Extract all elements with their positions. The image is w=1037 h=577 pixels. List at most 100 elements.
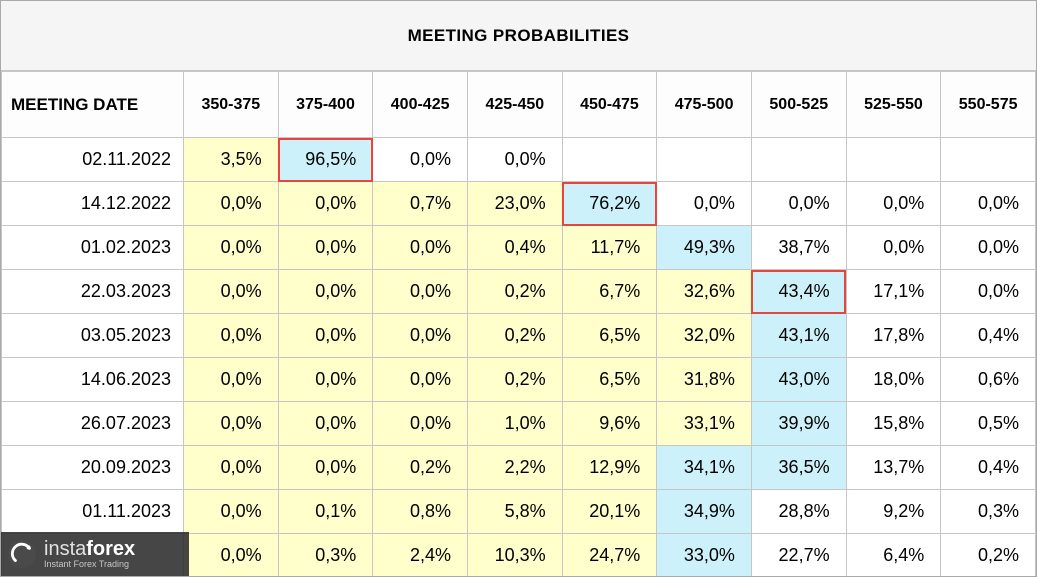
probability-cell: 43,0% (750, 357, 847, 402)
table-row: 02.11.2022 3,5% 96,5% 0,0% 0,0% (1, 137, 1036, 182)
probability-cell: 22,7% (750, 533, 847, 576)
probability-cell: 1,0% (466, 401, 563, 446)
probability-cell: 0,0% (183, 313, 279, 358)
probability-cell: 0,2% (466, 357, 563, 402)
probability-cell: 0,0% (372, 401, 468, 446)
probability-cell: 0,4% (940, 313, 1036, 358)
probability-cell: 32,6% (656, 269, 752, 314)
probability-cell: 0,0% (940, 269, 1036, 314)
probability-cell: 0,0% (372, 269, 468, 314)
probability-cell: 38,7% (750, 225, 847, 270)
probability-cell: 20,1% (561, 489, 658, 534)
probability-cell: 2,4% (372, 533, 468, 576)
probability-cell: 6,7% (561, 269, 658, 314)
probability-cell: 15,8% (845, 401, 942, 446)
probability-cell: 0,4% (466, 225, 563, 270)
probability-cell: 0,0% (183, 533, 279, 576)
table-row: 14.12.2022 0,0% 0,0% 0,7% 23,0% 76,2% 0,0% 0,0%… (1, 181, 1036, 226)
rate-range-header: 475-500 (656, 71, 752, 138)
table-row: 01.11.2023 0,0% 0,1% 0,8% 5,8% 20,1% 34,9% 28,8… (1, 489, 1036, 534)
probability-cell: 0,3% (277, 533, 374, 576)
probability-cell: 0,0% (845, 225, 942, 270)
probability-cell: 31,8% (656, 357, 752, 402)
rate-range-header: 450-475 (561, 71, 658, 138)
probability-cell: 23,0% (466, 181, 563, 226)
table-row: 20.09.2023 0,0% 0,0% 0,2% 2,2% 12,9% 34,1% 36,5… (1, 445, 1036, 490)
table-row: 22.03.2023 0,0% 0,0% 0,0% 0,2% 6,7% 32,6% 43,4%… (1, 269, 1036, 314)
probability-cell: 6,4% (845, 533, 942, 576)
probability-cell: 18,0% (845, 357, 942, 402)
probability-cell: 0,2% (466, 269, 563, 314)
table-title: MEETING PROBABILITIES (1, 1, 1036, 71)
probability-cell: 96,5% (277, 137, 374, 182)
probability-cell (940, 137, 1036, 182)
probability-cell: 0,0% (277, 401, 374, 446)
probability-cell: 5,8% (466, 489, 563, 534)
rate-range-header: 350-375 (183, 71, 279, 138)
probability-cell: 0,0% (372, 313, 468, 358)
probability-cell: 0,0% (940, 225, 1036, 270)
probability-cell: 0,0% (372, 225, 468, 270)
probability-cell: 0,0% (183, 489, 279, 534)
probability-cell: 76,2% (561, 181, 658, 226)
probability-cell: 33,0% (656, 533, 752, 576)
probability-cell: 9,6% (561, 401, 658, 446)
meeting-date-cell: 03.05.2023 (1, 313, 184, 358)
table-title-text: MEETING PROBABILITIES (407, 25, 630, 45)
meeting-date-cell: 20.09.2023 (1, 445, 184, 490)
probability-cell: 17,1% (845, 269, 942, 314)
probability-cell: 36,5% (750, 445, 847, 490)
probability-cell: 0,2% (940, 533, 1036, 576)
probability-cell (656, 137, 752, 182)
probability-cell: 0,0% (372, 357, 468, 402)
probability-cell: 6,5% (561, 313, 658, 358)
probability-cell: 0,1% (277, 489, 374, 534)
probability-cell: 0,0% (372, 137, 468, 182)
probability-cell: 33,1% (656, 401, 752, 446)
rate-range-header: 500-525 (750, 71, 847, 138)
probability-cell: 0,5% (940, 401, 1036, 446)
probability-cell: 0,6% (940, 357, 1036, 402)
meeting-date-cell: 02.11.2022 (1, 137, 184, 182)
probability-cell: 49,3% (656, 225, 752, 270)
meeting-date-cell: 26.07.2023 (1, 401, 184, 446)
probability-cell: 0,2% (372, 445, 468, 490)
probability-cell: 9,2% (845, 489, 942, 534)
rate-range-header: 400-425 (372, 71, 468, 138)
rate-range-header: 375-400 (277, 71, 374, 138)
meeting-date-cell: 01.11.2023 (1, 489, 184, 534)
probability-cell: 0,0% (277, 181, 374, 226)
meeting-date-header: MEETING DATE (1, 71, 184, 138)
meeting-date-cell: 14.06.2023 (1, 357, 184, 402)
table-row: 14.06.2023 0,0% 0,0% 0,0% 0,2% 6,5% 31,8% 43,0%… (1, 357, 1036, 402)
table-row: 03.05.2023 0,0% 0,0% 0,0% 0,2% 6,5% 32,0% 43,1%… (1, 313, 1036, 358)
probability-cell: 32,0% (656, 313, 752, 358)
probability-cell: 0,0% (750, 181, 847, 226)
rate-range-header: 550-575 (940, 71, 1036, 138)
probability-cell: 0,0% (183, 445, 279, 490)
probability-cell: 3,5% (183, 137, 279, 182)
probability-cell (845, 137, 942, 182)
instaforex-watermark: instaforex Instant Forex Trading (1, 532, 189, 576)
watermark-brand-insta: insta (44, 537, 87, 560)
header-row: MEETING DATE 350-375 375-400 400-425 425-45… (1, 71, 1036, 138)
watermark-text: instaforex Instant Forex Trading (44, 537, 136, 569)
probability-cell: 2,2% (466, 445, 563, 490)
probability-cell: 0,0% (277, 313, 374, 358)
probability-cell: 0,3% (940, 489, 1036, 534)
meeting-date-cell: 01.02.2023 (1, 225, 184, 270)
table-row: 26.07.2023 0,0% 0,0% 0,0% 1,0% 9,6% 33,1% 39,9%… (1, 401, 1036, 446)
probability-cell: 0,8% (372, 489, 468, 534)
probability-cell: 0,0% (277, 269, 374, 314)
probability-cell: 10,3% (466, 533, 563, 576)
probability-cell: 11,7% (561, 225, 658, 270)
probability-cell: 0,0% (277, 445, 374, 490)
instaforex-logo-icon (7, 539, 37, 569)
probability-cell: 12,9% (561, 445, 658, 490)
probability-cell: 0,7% (372, 181, 468, 226)
watermark-brand-forex: forex (86, 537, 136, 560)
table-row: 01.02.2023 0,0% 0,0% 0,0% 0,4% 11,7% 49,3% 38,7… (1, 225, 1036, 270)
probability-cell: 0,0% (277, 225, 374, 270)
table-body: 02.11.2022 3,5% 96,5% 0,0% 0,0% 14.12.2022 0,0… (1, 137, 1036, 576)
